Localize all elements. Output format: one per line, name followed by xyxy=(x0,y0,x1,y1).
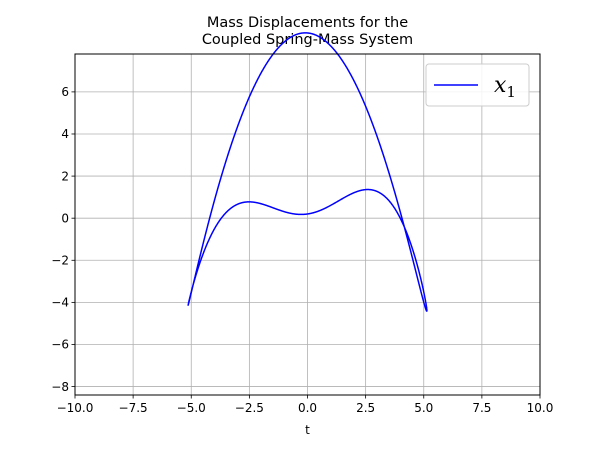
y-axis: −8 −6 −4 −2 0 2 4 6 xyxy=(51,85,75,394)
legend-label: x1 xyxy=(494,73,516,101)
x-axis: −10.0 −7.5 −5.0 −2.5 0.0 2.5 5.0 7.5 10.0 xyxy=(57,395,554,415)
y-tick-label: −8 xyxy=(51,380,69,394)
chart-title-line: Coupled Spring-Mass System xyxy=(202,32,413,48)
y-tick-label: 2 xyxy=(61,169,69,183)
y-tick-label: −4 xyxy=(51,296,69,310)
y-tick-label: 0 xyxy=(61,211,69,225)
x-axis-label: t xyxy=(305,423,310,437)
x-tick-label: −5.0 xyxy=(177,401,206,415)
x-tick-label: 7.5 xyxy=(472,401,491,415)
series-area xyxy=(187,32,428,312)
series-line-x1 xyxy=(187,32,428,312)
y-tick-label: 6 xyxy=(61,85,69,99)
x-tick-label: −7.5 xyxy=(119,401,148,415)
y-tick-label: −6 xyxy=(51,338,69,352)
x-tick-label: 5.0 xyxy=(414,401,433,415)
x-tick-label: 10.0 xyxy=(527,401,554,415)
y-tick-label: −2 xyxy=(51,253,69,267)
x-tick-label: −10.0 xyxy=(57,401,94,415)
legend: x1 xyxy=(425,63,530,107)
x-tick-label: 2.5 xyxy=(356,401,375,415)
x-tick-label: −2.5 xyxy=(235,401,264,415)
x-tick-label: 0.0 xyxy=(298,401,317,415)
chart-title-line: Mass Displacements for the xyxy=(207,15,408,31)
y-tick-label: 4 xyxy=(61,127,69,141)
